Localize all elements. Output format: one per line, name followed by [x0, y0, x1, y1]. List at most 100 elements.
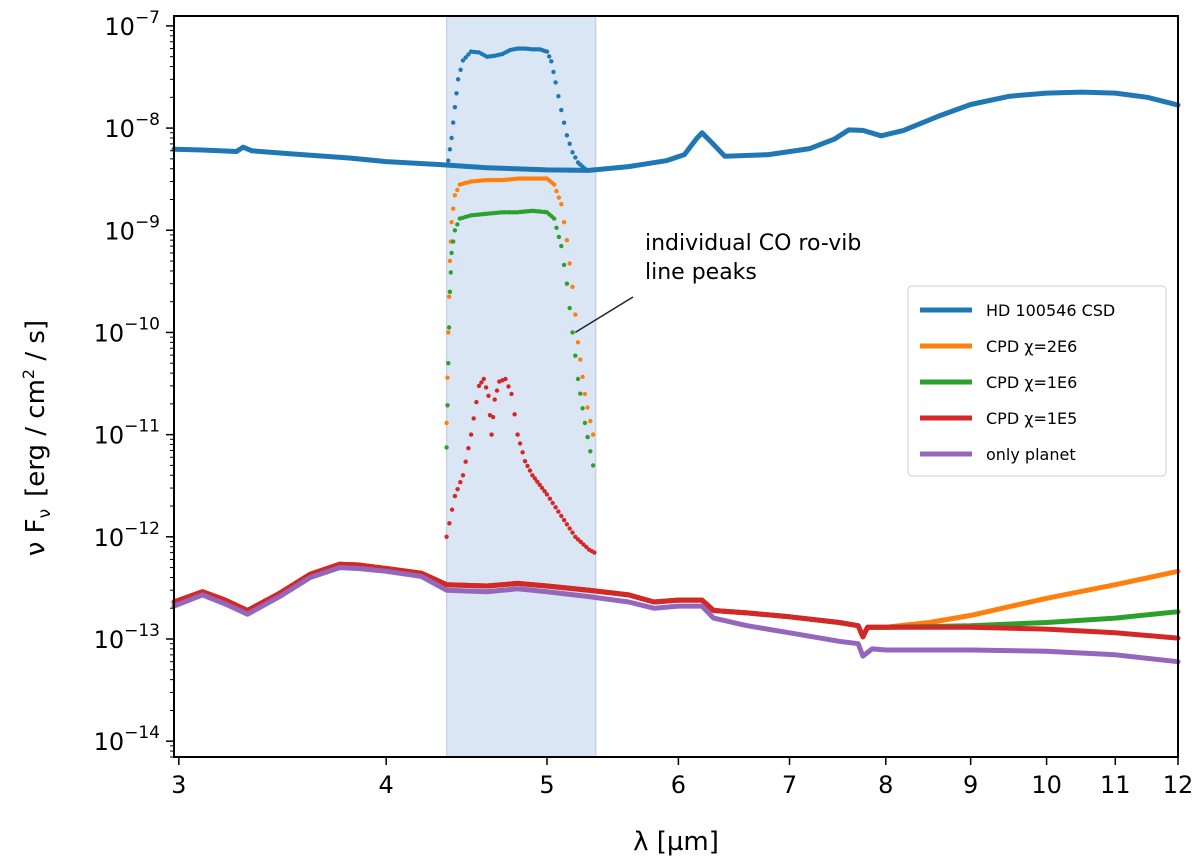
- x-tick-label: 12: [1163, 771, 1194, 799]
- legend-label-cpd-chi-2e6: CPD χ=2E6: [986, 337, 1077, 356]
- dot-hd-100546-csd-co-line-peaks: [449, 135, 454, 141]
- dot-cpd-chi-2e6-co-line-peaks: [556, 195, 562, 200]
- dot-cpd-chi-1e5-co-line-peaks: [486, 393, 491, 398]
- dot-cpd-chi-2e6-co-line-peaks: [575, 340, 581, 345]
- dot-cpd-chi-1e5-co-line-peaks: [537, 482, 542, 487]
- legend-label-cpd-chi-1e6: CPD χ=1E6: [986, 373, 1077, 392]
- dot-cpd-chi-1e5-co-line-peaks: [503, 376, 508, 382]
- dot-hd-100546-csd-co-line-peaks: [458, 67, 463, 73]
- dot-cpd-chi-1e5-co-line-peaks: [522, 459, 528, 464]
- dot-cpd-chi-1e6-co-line-peaks: [452, 228, 458, 233]
- dot-hd-100546-csd-co-line-peaks: [549, 59, 554, 64]
- dot-cpd-chi-1e5-co-line-peaks: [525, 463, 530, 469]
- dot-cpd-chi-1e6-co-line-peaks: [559, 243, 564, 249]
- dot-hd-100546-csd-co-line-peaks: [446, 158, 451, 163]
- dot-cpd-chi-1e5-co-line-peaks: [527, 468, 533, 473]
- y-axis-label-main: ν F: [21, 518, 51, 556]
- series-line-only-planet: [171, 565, 1181, 665]
- dot-cpd-chi-1e5-co-line-peaks: [553, 505, 558, 510]
- dot-cpd-chi-2e6-co-line-peaks: [564, 238, 570, 243]
- dot-cpd-chi-1e6-co-line-peaks: [580, 406, 585, 411]
- y-tick-label: 10−11: [94, 417, 160, 450]
- dot-cpd-chi-1e5-co-line-peaks: [581, 542, 586, 547]
- dot-hd-100546-csd-co-line-peaks: [466, 52, 471, 57]
- dot-hd-100546-csd-co-line-peaks: [564, 133, 570, 138]
- y-axis-label-unit-pre: [erg / cm: [21, 379, 51, 497]
- dot-cpd-chi-1e5-co-line-peaks: [490, 414, 496, 420]
- dot-cpd-chi-1e5-co-line-peaks: [506, 384, 511, 389]
- dot-hd-100546-csd-co-line-peaks: [547, 54, 552, 59]
- dot-hd-100546-csd-co-line-peaks: [551, 69, 556, 75]
- dot-cpd-chi-1e5-co-line-peaks: [449, 507, 455, 512]
- dot-cpd-chi-2e6-co-line-peaks: [580, 374, 585, 379]
- dot-cpd-chi-2e6-co-line-peaks: [552, 182, 557, 187]
- dot-cpd-chi-2e6-co-line-peaks: [561, 220, 567, 225]
- x-tick-label: 11: [1100, 771, 1131, 799]
- dot-cpd-chi-2e6-co-line-peaks: [570, 284, 575, 289]
- y-axis-label-sub: ν: [35, 509, 55, 519]
- dot-cpd-chi-1e6-co-line-peaks: [585, 434, 590, 440]
- dot-cpd-chi-1e5-co-line-peaks: [458, 480, 463, 485]
- x-tick-label: 3: [171, 771, 186, 799]
- dot-hd-100546-csd-co-line-peaks: [451, 120, 456, 125]
- x-tick-label: 4: [379, 771, 394, 799]
- legend-frame: [907, 285, 1167, 477]
- series-dots-cpd-chi-2e6-co-line-peaks: [444, 176, 596, 437]
- dot-cpd-chi-1e5-co-line-peaks: [494, 388, 500, 393]
- dot-cpd-chi-2e6-co-line-peaks: [582, 391, 588, 397]
- dot-hd-100546-csd-co-line-peaks: [447, 147, 453, 152]
- y-tick-label: 10−14: [94, 723, 160, 756]
- annotation: individual CO ro-vib line peaks: [574, 231, 861, 334]
- dot-cpd-chi-1e6-co-line-peaks: [564, 281, 570, 286]
- x-tick-label: 5: [539, 771, 554, 799]
- dot-cpd-chi-1e5-co-line-peaks: [539, 485, 545, 491]
- dot-cpd-chi-1e5-co-line-peaks: [479, 380, 484, 385]
- dot-cpd-chi-2e6-co-line-peaks: [446, 294, 452, 299]
- dot-cpd-chi-2e6-co-line-peaks: [578, 357, 583, 362]
- dot-cpd-chi-1e6-co-line-peaks: [448, 270, 453, 275]
- dot-cpd-chi-1e6-co-line-peaks: [455, 222, 460, 227]
- y-axis-label: ν Fν [erg / cm2 / s]: [19, 320, 55, 556]
- dot-hd-100546-csd-co-line-peaks: [570, 150, 575, 155]
- dot-cpd-chi-1e5-co-line-peaks: [509, 391, 514, 397]
- dot-hd-100546-csd-co-line-peaks: [463, 55, 468, 60]
- legend-label-hd-100546-csd: HD 100546 CSD: [986, 301, 1115, 320]
- dot-hd-100546-csd-co-line-peaks: [553, 80, 558, 85]
- dot-hd-100546-csd-co-line-peaks: [556, 94, 561, 99]
- dot-cpd-chi-1e6-co-line-peaks: [552, 216, 557, 221]
- series-dots-cpd-chi-1e6-co-line-peaks: [444, 208, 596, 468]
- dot-hd-100546-csd-co-line-peaks: [582, 166, 588, 171]
- y-axis-label-unit-sup: 2: [19, 369, 38, 379]
- legend: HD 100546 CSD CPD χ=2E6 CPD χ=1E6 CPD χ=1E5…: [907, 285, 1167, 477]
- co-band-shading: [446, 15, 597, 758]
- dot-hd-100546-csd-co-line-peaks: [573, 155, 578, 160]
- dot-cpd-chi-2e6-co-line-peaks: [567, 261, 572, 266]
- dot-cpd-chi-2e6-co-line-peaks: [451, 206, 456, 211]
- dot-hd-100546-csd-co-line-peaks: [460, 58, 466, 63]
- dot-cpd-chi-1e6-co-line-peaks: [567, 305, 572, 311]
- dot-cpd-chi-2e6-co-line-peaks: [446, 330, 451, 335]
- dot-cpd-chi-1e6-co-line-peaks: [570, 330, 575, 335]
- y-tick-label: 10−13: [94, 621, 160, 654]
- dot-cpd-chi-1e6-co-line-peaks: [582, 420, 588, 426]
- dot-cpd-chi-1e6-co-line-peaks: [575, 376, 581, 382]
- dot-hd-100546-csd-co-line-peaks: [561, 120, 567, 125]
- series-line-hd-100546-csd: [171, 89, 1181, 173]
- dot-cpd-chi-2e6-co-line-peaks: [449, 220, 454, 225]
- dot-cpd-chi-1e6-co-line-peaks: [561, 262, 567, 268]
- dot-cpd-chi-1e6-co-line-peaks: [554, 225, 559, 230]
- dot-cpd-chi-1e5-co-line-peaks: [520, 450, 525, 455]
- x-axis-label: λ [µm]: [633, 827, 719, 857]
- dot-cpd-chi-1e6-co-line-peaks: [588, 449, 593, 454]
- dot-hd-100546-csd-co-line-peaks: [455, 77, 461, 82]
- dot-cpd-chi-1e5-co-line-peaks: [542, 489, 547, 494]
- legend-label-only-planet: only planet: [986, 445, 1076, 464]
- dot-cpd-chi-1e5-co-line-peaks: [489, 432, 494, 437]
- dot-cpd-chi-1e5-co-line-peaks: [512, 412, 517, 417]
- x-tick-label: 7: [782, 771, 797, 799]
- plot-frame: [173, 15, 1179, 758]
- dot-cpd-chi-1e6-co-line-peaks: [444, 445, 449, 450]
- annotation-line1: individual CO ro-vib: [645, 231, 861, 256]
- y-tick-label: 10−8: [104, 110, 160, 143]
- y-axis-label-unit-post: / s]: [21, 320, 51, 369]
